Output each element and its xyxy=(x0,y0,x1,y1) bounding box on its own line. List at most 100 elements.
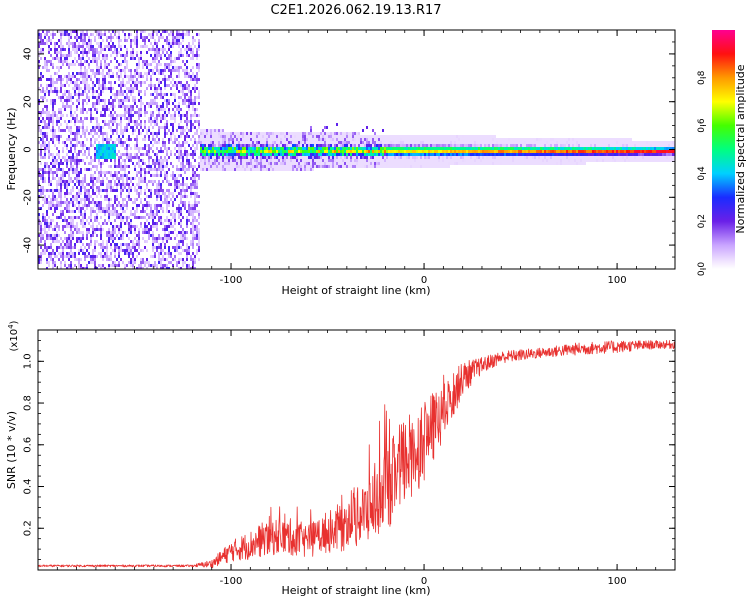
heatmap-cell xyxy=(84,51,86,54)
heatmap-cell xyxy=(130,114,132,117)
heatmap-cell xyxy=(216,138,218,141)
heatmap-cell xyxy=(104,108,106,111)
heatmap-cell xyxy=(318,162,320,165)
heatmap-cell xyxy=(102,126,104,129)
heatmap-cell xyxy=(46,162,48,165)
heatmap-cell xyxy=(146,129,148,132)
heatmap-cell xyxy=(86,102,88,105)
heatmap-cell xyxy=(322,159,324,162)
heatmap-cell xyxy=(122,231,124,234)
heatmap-cell xyxy=(96,108,98,111)
heatmap-cell xyxy=(104,213,106,216)
heatmap-cell xyxy=(186,87,188,90)
heatmap-cell xyxy=(174,57,176,60)
heatmap-cell xyxy=(318,141,320,144)
heatmap-cell xyxy=(420,135,422,138)
heatmap-cell xyxy=(280,165,282,168)
heatmap-cell xyxy=(166,93,168,96)
heatmap-cell xyxy=(100,147,102,150)
heatmap-cell xyxy=(344,150,346,153)
heatmap-cell xyxy=(38,63,40,66)
heatmap-cell xyxy=(288,150,290,153)
heatmap-cell xyxy=(176,246,178,249)
heatmap-cell xyxy=(140,171,142,174)
heatmap-cell xyxy=(130,249,132,252)
heatmap-cell xyxy=(90,219,92,222)
heatmap-cell xyxy=(248,159,250,162)
heatmap-cell xyxy=(190,75,192,78)
heatmap-cell xyxy=(234,150,236,153)
heatmap-cell xyxy=(70,78,72,81)
heatmap-cell xyxy=(250,144,252,147)
heatmap-cell xyxy=(114,111,116,114)
heatmap-cell xyxy=(162,102,164,105)
heatmap-cell xyxy=(112,264,114,267)
heatmap-cell xyxy=(392,150,394,153)
heatmap-cell xyxy=(108,45,110,48)
heatmap-cell xyxy=(204,165,206,168)
heatmap-cell xyxy=(166,123,168,126)
heatmap-cell xyxy=(64,99,66,102)
heatmap-cell xyxy=(94,117,96,120)
heatmap-cell xyxy=(198,177,200,180)
heatmap-cell xyxy=(146,258,148,261)
heatmap-cell xyxy=(140,174,142,177)
heatmap-cell xyxy=(116,126,118,129)
heatmap-cell xyxy=(178,231,180,234)
heatmap-cell xyxy=(194,219,196,222)
heatmap-cell xyxy=(126,216,128,219)
heatmap-cell xyxy=(180,201,182,204)
heatmap-cell xyxy=(150,132,152,135)
heatmap-cell xyxy=(68,39,70,42)
heatmap-cell xyxy=(192,261,194,264)
heatmap-cell xyxy=(186,252,188,255)
heatmap-cell xyxy=(126,249,128,252)
heatmap-cell xyxy=(180,42,182,45)
heatmap-cell xyxy=(398,147,400,150)
heatmap-cell xyxy=(44,201,46,204)
heatmap-cell xyxy=(300,135,302,138)
heatmap-cell xyxy=(192,234,194,237)
heatmap-cell xyxy=(124,96,126,99)
heatmap-cell xyxy=(64,105,66,108)
heatmap-cell xyxy=(178,108,180,111)
heatmap-cell xyxy=(68,42,70,45)
heatmap-cell xyxy=(76,93,78,96)
heatmap-cell xyxy=(332,138,334,141)
heatmap-cell xyxy=(224,159,226,162)
heatmap-cell xyxy=(172,39,174,42)
heatmap-cell xyxy=(122,243,124,246)
heatmap-cell xyxy=(164,252,166,255)
heatmap-cell xyxy=(60,42,62,45)
heatmap-cell xyxy=(126,111,128,114)
heatmap-cell xyxy=(112,240,114,243)
heatmap-cell xyxy=(58,78,60,81)
heatmap-cell xyxy=(60,198,62,201)
heatmap-cell xyxy=(278,132,280,135)
heatmap-cell xyxy=(80,171,82,174)
heatmap-cell xyxy=(68,72,70,75)
heatmap-cell xyxy=(346,138,348,141)
heatmap-cell xyxy=(112,141,114,144)
heatmap-cell xyxy=(316,153,318,156)
heatmap-cell xyxy=(148,105,150,108)
heatmap-cell xyxy=(86,51,88,54)
heatmap-cell xyxy=(304,150,306,153)
heatmap-cell xyxy=(246,156,248,159)
heatmap-cell xyxy=(192,114,194,117)
heatmap-cell xyxy=(192,207,194,210)
heatmap-cell xyxy=(178,204,180,207)
heatmap-cell xyxy=(174,216,176,219)
heatmap-cell xyxy=(202,150,204,153)
heatmap-cell xyxy=(38,66,40,69)
heatmap-cell xyxy=(188,213,190,216)
heatmap-cell xyxy=(300,156,302,159)
heatmap-cell xyxy=(98,180,100,183)
heatmap-cell xyxy=(66,171,68,174)
heatmap-cell xyxy=(174,183,176,186)
heatmap-cell xyxy=(60,57,62,60)
heatmap-cell xyxy=(70,261,72,264)
heatmap-cell xyxy=(106,186,108,189)
heatmap-cell xyxy=(40,114,42,117)
heatmap-cell xyxy=(100,84,102,87)
